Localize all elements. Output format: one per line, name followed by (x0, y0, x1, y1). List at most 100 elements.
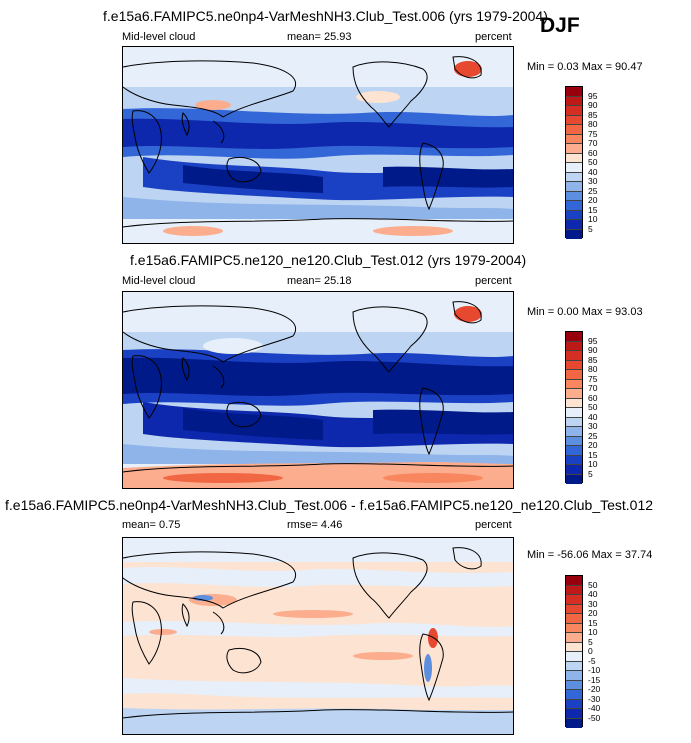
season-label: DJF (540, 14, 580, 37)
colorbar-tick-label: 95 (588, 90, 598, 101)
panel-2-variable-label: Mid-level cloud (122, 275, 196, 287)
colorbar-segment (566, 172, 582, 182)
colorbar-segment (566, 341, 582, 351)
colorbar-tick-label: 95 (588, 335, 598, 346)
colorbar-tick-label: 25 (588, 185, 598, 196)
panel-3-title: f.e15a6.FAMIPC5.ne0np4-VarMeshNH3.Club_T… (5, 497, 654, 513)
colorbar-tick-label: 20 (588, 195, 598, 205)
colorbar-tick-label: 40 (588, 411, 598, 422)
panel-1-mean-label: mean= 25.93 (287, 31, 352, 43)
colorbar-tick-label: 10 (588, 459, 598, 469)
colorbar-segment (566, 652, 582, 662)
colorbar-segment (566, 182, 582, 192)
panel-3-minmax: Min = -56.06 Max = 37.74 (527, 549, 653, 561)
colorbar-segment (566, 229, 582, 239)
colorbar-segment (566, 370, 582, 380)
colorbar-segment (566, 125, 582, 135)
colorbar-tick-label: 5 (588, 223, 593, 234)
panel-2-units-label: percent (475, 275, 512, 287)
colorbar-segment (566, 332, 582, 342)
colorbar-tick-label: 40 (588, 589, 598, 599)
colorbar-tick-label: 75 (588, 128, 598, 139)
panel-2-colorbar (565, 331, 583, 484)
panel-3-colorbar (565, 575, 583, 728)
colorbar-segment (566, 96, 582, 106)
colorbar-tick-label: -40 (588, 703, 601, 713)
panel-3-units-label: percent (475, 519, 512, 531)
colorbar-tick-label: 0 (588, 646, 593, 656)
colorbar-segment (566, 201, 582, 211)
colorbar-tick-label: 85 (588, 354, 598, 365)
colorbar-segment (566, 614, 582, 624)
colorbar-segment (566, 389, 582, 399)
colorbar-tick-label: 80 (588, 119, 598, 129)
colorbar-tick-label: 10 (588, 214, 598, 224)
colorbar-segment (566, 220, 582, 230)
colorbar-segment (566, 427, 582, 437)
colorbar-segment (566, 576, 582, 586)
colorbar-tick-label: 70 (588, 138, 598, 148)
colorbar-tick-label: 40 (588, 166, 598, 177)
panel-1-minmax: Min = 0.03 Max = 90.47 (527, 61, 643, 73)
colorbar-tick-label: 10 (588, 627, 598, 637)
panel-1-title: f.e15a6.FAMIPC5.ne0np4-VarMeshNH3.Club_T… (103, 8, 548, 24)
colorbar-tick-label: 50 (588, 157, 598, 167)
colorbar-tick-label: 15 (588, 617, 598, 628)
colorbar-segment (566, 351, 582, 361)
colorbar-segment (566, 671, 582, 681)
colorbar-tick-label: 80 (588, 364, 598, 374)
colorbar-segment (566, 718, 582, 728)
colorbar-segment (566, 595, 582, 605)
colorbar-tick-label: 85 (588, 109, 598, 120)
colorbar-segment (566, 106, 582, 116)
panel-1-map (122, 46, 514, 244)
colorbar-tick-label: 15 (588, 449, 598, 460)
colorbar-segment (566, 417, 582, 427)
colorbar-tick-label: 60 (588, 392, 598, 403)
colorbar-tick-label: 25 (588, 430, 598, 441)
colorbar-segment (566, 585, 582, 595)
colorbar-segment (566, 210, 582, 220)
colorbar-tick-label: 90 (588, 100, 598, 110)
colorbar-segment (566, 455, 582, 465)
colorbar-segment (566, 465, 582, 475)
panel-1-colorbar (565, 86, 583, 239)
colorbar-tick-label: -5 (588, 655, 596, 666)
colorbar-tick-label: -50 (588, 712, 601, 723)
colorbar-segment (566, 163, 582, 173)
colorbar-segment (566, 144, 582, 154)
colorbar-tick-label: 70 (588, 383, 598, 393)
colorbar-tick-label: 5 (588, 468, 593, 479)
colorbar-segment (566, 446, 582, 456)
colorbar-tick-label: 15 (588, 204, 598, 215)
colorbar-segment (566, 680, 582, 690)
colorbar-tick-label: 50 (588, 402, 598, 412)
colorbar-segment (566, 134, 582, 144)
panel-2-minmax: Min = 0.00 Max = 93.03 (527, 306, 643, 318)
panel-3-mean-label: mean= 0.75 (122, 519, 181, 531)
colorbar-segment (566, 661, 582, 671)
colorbar-tick-label: 30 (588, 421, 598, 431)
panel-3-rmse-label: rmse= 4.46 (287, 519, 343, 531)
panel-3-map (122, 537, 514, 735)
colorbar-tick-label: -10 (588, 665, 601, 675)
colorbar-segment (566, 623, 582, 633)
colorbar-tick-label: 90 (588, 345, 598, 355)
colorbar-segment (566, 690, 582, 700)
colorbar-tick-label: 5 (588, 636, 593, 647)
colorbar-segment (566, 153, 582, 163)
colorbar-segment (566, 87, 582, 97)
colorbar-segment (566, 191, 582, 201)
colorbar-tick-label: -30 (588, 693, 601, 704)
colorbar-segment (566, 115, 582, 125)
colorbar-segment (566, 474, 582, 484)
colorbar-segment (566, 436, 582, 446)
panel-1-units-label: percent (475, 31, 512, 43)
colorbar-tick-label: 75 (588, 373, 598, 384)
colorbar-segment (566, 709, 582, 719)
panel-1-variable-label: Mid-level cloud (122, 31, 196, 43)
colorbar-tick-label: -20 (588, 684, 601, 694)
colorbar-segment (566, 408, 582, 418)
colorbar-tick-label: 30 (588, 598, 598, 609)
colorbar-tick-label: 30 (588, 176, 598, 186)
